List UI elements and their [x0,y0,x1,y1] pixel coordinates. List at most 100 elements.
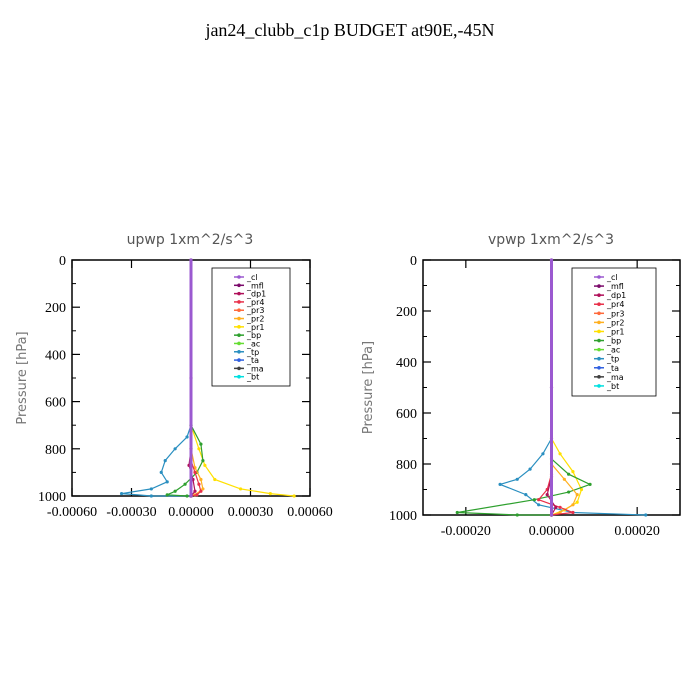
legend-label-pr1: _pr1 [606,327,624,336]
legend-marker-tp [237,349,241,354]
chart-subtitle: vpwp 1xm^2/s^3 [488,232,614,248]
series-point-pr4 [195,493,199,497]
legend-marker-mfl [237,283,241,288]
legend-marker-pr2 [237,316,241,321]
legend-label-ta: _ta [606,364,619,373]
legend-marker-pr3 [597,311,601,316]
legend-marker-pr1 [597,329,601,334]
legend-marker-dp1 [597,293,601,297]
series-point-bp [165,493,169,497]
y-tick-label: 0 [59,254,66,269]
series-point-pr4 [197,482,201,486]
y-tick-label: 400 [45,348,66,363]
series-point-tp [149,487,153,491]
series-point-cl [189,376,193,380]
legend-label-cl: _cl [246,273,258,282]
series-point-bp [455,510,459,515]
legend-label-dp1: _dp1 [246,290,266,299]
legend-label-pr3: _pr3 [246,306,264,315]
series-point-tp [541,452,545,456]
y-tick-label: 1000 [389,509,417,524]
series-point-tp [119,492,124,496]
x-tick-label: 0.00000 [529,524,575,539]
series-point-tp [185,435,189,439]
series-point-tp [644,513,648,517]
legend-marker-ac [237,341,241,346]
legend-label-ma: _ma [606,373,624,382]
series-point-pr1 [203,463,207,467]
legend-label-mfl: _mfl [606,282,624,291]
legend-box [571,267,657,397]
legend-label-pr1: _pr1 [246,323,264,332]
x-tick-label: 0.00060 [287,505,333,520]
series-point-tp [515,477,519,481]
series-point-pr4 [571,510,575,515]
legend-marker-dp1 [237,291,241,296]
series-point-pr1 [238,487,243,491]
series-point-bp [532,498,536,502]
legend-label-dp1: _dp1 [606,291,626,300]
series-point-pr4 [199,489,203,493]
series-point-pr1 [197,447,201,451]
y-axis-label: Pressure [hPa] [361,341,376,434]
series-point-bp [201,459,205,463]
legend-marker-ma [237,366,241,371]
x-tick-label: -0.00060 [47,505,97,520]
y-tick-label: 800 [45,443,66,458]
series-point-cl [189,494,193,498]
legend-label-bt: _bt [606,382,619,391]
legend-marker-cl [237,275,241,279]
legend-marker-cl [597,275,601,279]
x-tick-label: 0.00030 [228,505,274,520]
series-point-pr2 [558,510,562,515]
series-line-pr4 [537,474,574,516]
series-point-pr1 [213,477,217,482]
legend-marker-bt [237,374,241,379]
series-point-cl [549,513,554,517]
x-tick-label: -0.00030 [106,505,156,520]
series-point-pr1 [575,500,579,504]
series-point-tp [163,459,167,463]
series-line-pr1 [190,425,295,497]
series-point-dp1 [545,493,549,497]
series-point-pr4 [537,498,541,502]
series-point-bp [588,482,592,486]
legend-marker-pr4 [597,302,601,307]
y-tick-label: 400 [396,356,417,371]
series-point-tp [524,493,528,497]
x-tick-label: -0.00020 [441,524,491,539]
series-point-bp [183,482,187,486]
series-point-tp [498,482,502,486]
y-axis-label: Pressure [hPa] [15,331,30,424]
legend-label-tp: _tp [606,355,619,364]
series-point-pr1 [292,494,296,498]
series-point-dp1 [193,489,197,493]
series-point-bp [199,442,203,446]
series-point-bp [515,513,519,517]
legend-marker-pr1 [237,325,241,329]
legend-marker-bt [597,384,601,388]
legend-label-pr4: _pr4 [246,298,264,307]
legend-label-pr3: _pr3 [606,309,624,318]
series-point-pr2 [199,477,203,482]
legend-label-pr4: _pr4 [606,300,624,309]
legend-label-bp: _bp [606,337,621,346]
y-tick-label: 0 [410,254,417,269]
y-tick-label: 800 [396,458,417,473]
series-point-pr1 [268,492,272,496]
series-point-tp [165,480,169,484]
series-point-cl [549,385,554,390]
series-point-bp [173,489,177,493]
y-tick-label: 1000 [38,490,66,505]
series-point-pr2 [575,493,579,497]
legend-marker-tp [597,356,601,361]
legend-marker-pr3 [237,308,241,313]
legend-label-bt: _bt [246,373,259,382]
series-point-cl [189,258,193,262]
legend-label-bp: _bp [246,331,261,340]
series-point-pr2 [201,487,205,491]
series-point-bp [567,472,571,476]
legend-label-pr2: _pr2 [246,315,264,324]
legend-marker-mfl [597,284,601,288]
series-point-tp [173,447,177,451]
